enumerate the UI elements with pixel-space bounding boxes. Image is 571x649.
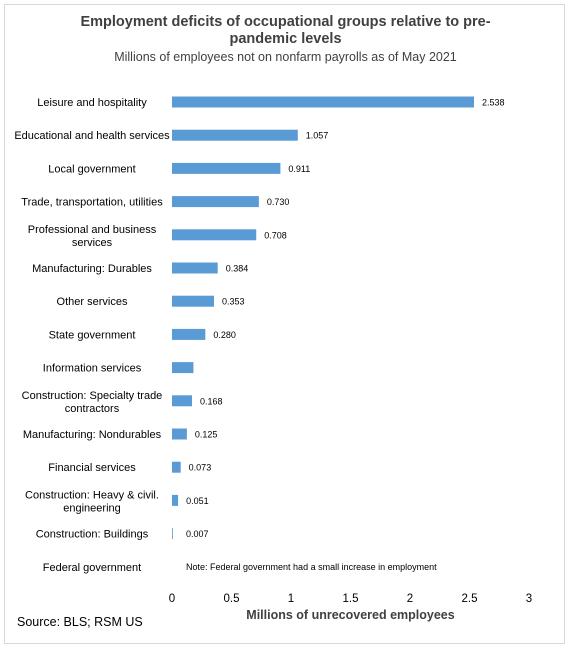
x-tick-label: 2 bbox=[407, 593, 413, 605]
chart-frame bbox=[4, 4, 565, 644]
bar bbox=[172, 129, 298, 141]
data-label: 1.057 bbox=[306, 131, 329, 141]
category-label: Construction: Buildings bbox=[36, 529, 149, 541]
data-label: 0.007 bbox=[186, 529, 209, 539]
category-label: Educational and health services bbox=[14, 130, 170, 142]
x-tick-label: 1 bbox=[288, 593, 294, 605]
bar bbox=[172, 262, 218, 274]
category-label: Professional and business services bbox=[28, 224, 157, 249]
chart-title: Employment deficits of occupational grou… bbox=[80, 14, 491, 47]
data-label: 0.125 bbox=[195, 430, 218, 440]
bar bbox=[172, 395, 192, 407]
source-note: Source: BLS; RSM US bbox=[17, 615, 143, 629]
bar bbox=[172, 362, 194, 374]
data-label: 0.051 bbox=[186, 496, 209, 506]
data-label: 0.384 bbox=[226, 264, 249, 274]
category-label: Local government bbox=[48, 163, 135, 175]
category-label: Construction: Specialty trade contractors bbox=[22, 390, 163, 415]
bar bbox=[172, 494, 179, 506]
bar bbox=[172, 96, 475, 108]
bar bbox=[172, 162, 281, 174]
bar bbox=[172, 461, 181, 473]
data-label: 0.168 bbox=[200, 396, 223, 406]
x-tick-label: 3 bbox=[526, 593, 532, 605]
category-label: Manufacturing: Durables bbox=[32, 263, 152, 275]
category-label: Trade, transportation, utilities bbox=[21, 197, 163, 209]
bar bbox=[172, 328, 206, 340]
data-label: 0.353 bbox=[222, 297, 245, 307]
category-label: Manufacturing: Nondurables bbox=[23, 429, 162, 441]
data-label: 0.280 bbox=[213, 330, 236, 340]
data-label: 0.911 bbox=[288, 164, 310, 174]
annotation-note: Note: Federal government had a small inc… bbox=[186, 562, 437, 572]
data-label: 0.730 bbox=[267, 197, 290, 207]
x-tick-label: 0 bbox=[169, 593, 175, 605]
bar bbox=[172, 229, 257, 241]
bar bbox=[172, 528, 173, 540]
x-tick-label: 0.5 bbox=[224, 593, 240, 605]
data-label: 0.708 bbox=[264, 230, 287, 240]
bar bbox=[172, 428, 187, 440]
category-label: Other services bbox=[57, 296, 128, 308]
category-label: Leisure and hospitality bbox=[37, 97, 147, 109]
bar bbox=[172, 196, 259, 208]
category-label: State government bbox=[49, 329, 136, 341]
category-label: Federal government bbox=[43, 562, 141, 574]
bar bbox=[172, 295, 215, 307]
x-axis-label: Millions of unrecovered employees bbox=[246, 608, 455, 622]
chart-subtitle: Millions of employees not on nonfarm pay… bbox=[114, 50, 457, 64]
x-tick-label: 2.5 bbox=[462, 593, 478, 605]
category-label: Construction: Heavy & civil. engineering bbox=[25, 489, 159, 514]
data-label: 2.538 bbox=[482, 98, 505, 108]
x-tick-label: 1.5 bbox=[343, 593, 359, 605]
data-label: 0.073 bbox=[189, 463, 212, 473]
category-label: Financial services bbox=[48, 462, 136, 474]
category-label: Information services bbox=[43, 363, 142, 375]
